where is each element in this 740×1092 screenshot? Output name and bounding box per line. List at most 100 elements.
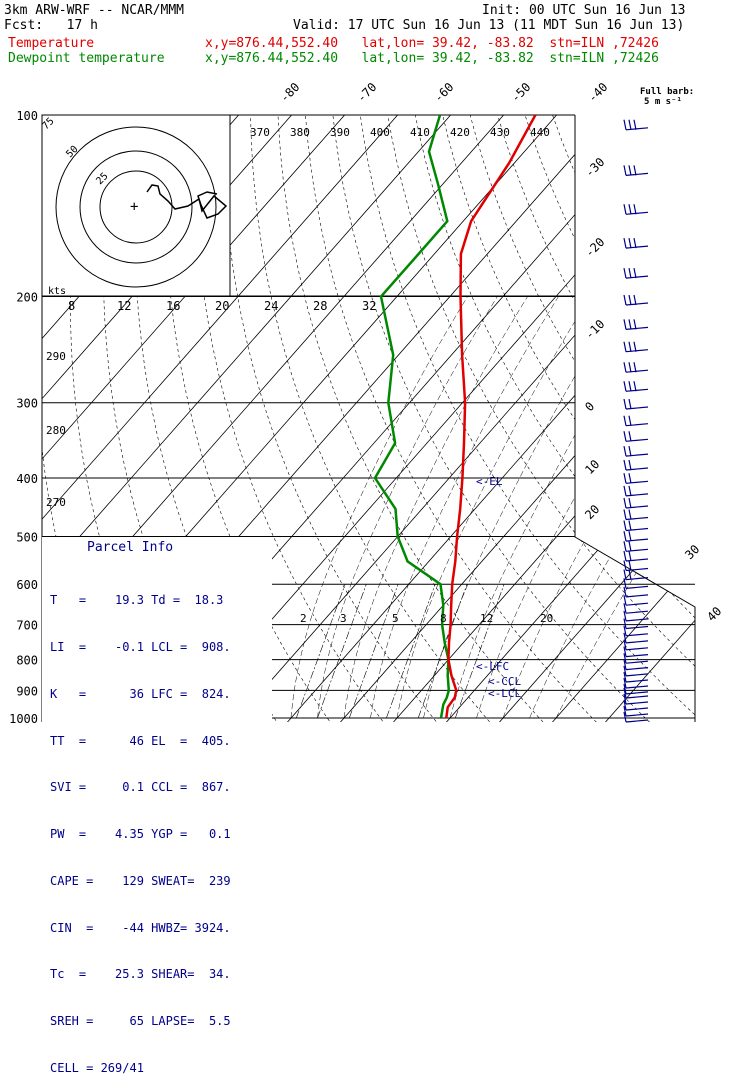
- level-marker-lfc: <-LFC: [476, 660, 509, 673]
- theta-label: 380: [290, 126, 310, 139]
- dry-adiabat-line: [597, 87, 740, 730]
- wind-barb: [624, 238, 648, 248]
- parcel-row: SREH = 65 LAPSE= 5.5: [50, 1014, 231, 1030]
- parcel-row: PW = 4.35 YGP = 0.1: [50, 827, 231, 843]
- barb-legend-line2: 5 m s⁻¹: [644, 97, 682, 107]
- mixing-ratio-label: 12: [480, 612, 493, 625]
- dry-adiabat-line: [250, 87, 497, 730]
- level-marker-el: <-EL: [476, 475, 503, 488]
- isotherm-label: -80: [277, 80, 302, 105]
- mixing-ratio-line: [349, 584, 398, 718]
- hodograph-speed-label: 28: [313, 299, 327, 313]
- mixing-ratio-label: 2: [300, 612, 307, 625]
- theta-label: 290: [46, 350, 66, 363]
- mixing-ratio-line: [318, 584, 367, 718]
- hodograph-speed-label: 32: [362, 299, 376, 313]
- wind-barb: [624, 706, 648, 716]
- wind-barb: [624, 684, 648, 694]
- right-boundary: [575, 115, 695, 722]
- hodograph-kts-label: kts: [48, 286, 66, 297]
- moist-adiabat-line: [503, 297, 730, 719]
- theta-label: 440: [530, 126, 550, 139]
- wind-barb: [624, 672, 648, 682]
- wind-barb: [624, 416, 648, 426]
- isotherm-label: -40: [585, 80, 610, 105]
- wind-barb: [624, 541, 648, 551]
- parcel-row: TT = 46 EL = 405.: [50, 734, 231, 750]
- wind-barb: [624, 120, 648, 130]
- wind-barb: [624, 521, 648, 531]
- theta-label: 390: [330, 126, 350, 139]
- isotherm-label: -10: [582, 317, 607, 342]
- pressure-label: 800: [16, 654, 38, 668]
- moist-adiabat-line: [318, 297, 498, 719]
- wind-barb: [624, 165, 648, 175]
- hodograph-speed-label: 8: [68, 299, 75, 313]
- dry-adiabat-line: [490, 87, 740, 730]
- dry-adiabat-line: [464, 87, 740, 730]
- parcel-row: CAPE = 129 SWEAT= 239: [50, 874, 231, 890]
- wind-barb: [624, 446, 648, 456]
- moist-adiabat-line: [371, 297, 559, 719]
- hodograph-speed-label: 24: [264, 299, 278, 313]
- wind-barb: [624, 473, 648, 483]
- wind-barb: [624, 678, 648, 688]
- wind-barb: [624, 510, 648, 520]
- isotherm-label: -30: [582, 155, 607, 180]
- pressure-label: 900: [16, 684, 38, 698]
- mixing-ratio-label: 20: [540, 612, 553, 625]
- isotherm-line: [333, 87, 740, 730]
- temperature-profile: [446, 115, 535, 718]
- level-marker-lcl: <-LCL: [488, 687, 521, 700]
- wind-barb: [624, 531, 648, 541]
- theta-label: 420: [450, 126, 470, 139]
- wind-barb: [624, 570, 648, 580]
- parcel-row: Tc = 25.3 SHEAR= 34.: [50, 967, 231, 983]
- theta-label: 430: [490, 126, 510, 139]
- wind-barb: [624, 700, 648, 710]
- isotherm-label: 30: [682, 542, 702, 562]
- mixing-ratio-line: [296, 584, 345, 718]
- wind-barb: [624, 204, 648, 214]
- wind-barb: [624, 399, 648, 409]
- wind-barb: [624, 498, 648, 508]
- parcel-info-rows: T = 19.3 Td = 18.3 LI = -0.1 LCL = 908. …: [50, 562, 231, 1092]
- theta-label: 280: [46, 424, 66, 437]
- wind-barb: [624, 561, 648, 571]
- parcel-row: LI = -0.1 LCL = 908.: [50, 640, 231, 656]
- parcel-info-title: Parcel Info: [87, 540, 173, 556]
- pressure-label: 100: [16, 109, 38, 123]
- mixing-ratio-label: 8: [440, 612, 447, 625]
- theta-label: 410: [410, 126, 430, 139]
- wind-barb: [624, 694, 648, 704]
- wind-barb: [624, 551, 648, 561]
- dry-adiabat-line: [304, 87, 605, 730]
- isotherm-label: -20: [582, 235, 607, 260]
- parcel-row: CELL = 269/41: [50, 1061, 231, 1077]
- mixing-ratio-label: 5: [392, 612, 399, 625]
- isotherm-label: 20: [582, 502, 602, 522]
- hodograph-speed-label: 12: [117, 299, 131, 313]
- parcel-row: T = 19.3 Td = 18.3: [50, 593, 231, 609]
- pressure-label: 400: [16, 472, 38, 486]
- wind-barb: [624, 460, 648, 470]
- pressure-label: 500: [16, 531, 38, 545]
- theta-label: 370: [250, 126, 270, 139]
- wind-barb: [624, 486, 648, 496]
- isotherm-label: 10: [582, 457, 602, 477]
- moist-adiabat-line: [397, 297, 590, 719]
- wind-barb: [624, 431, 648, 441]
- isotherm-line: [598, 87, 740, 730]
- dewpoint-profile: [375, 115, 449, 718]
- mixing-ratio-line: [386, 584, 435, 718]
- pressure-label: 700: [16, 619, 38, 633]
- wind-barb: [624, 381, 648, 391]
- hodograph-speed-label: 20: [215, 299, 229, 313]
- wind-barb: [624, 319, 648, 329]
- hodograph-origin: +: [130, 199, 138, 215]
- wind-barb: [624, 342, 648, 352]
- moist-adiabat-line: [477, 297, 693, 719]
- pressure-label: 200: [16, 291, 38, 305]
- isotherm-label: -50: [508, 80, 533, 105]
- isotherm-label: 40: [704, 604, 724, 624]
